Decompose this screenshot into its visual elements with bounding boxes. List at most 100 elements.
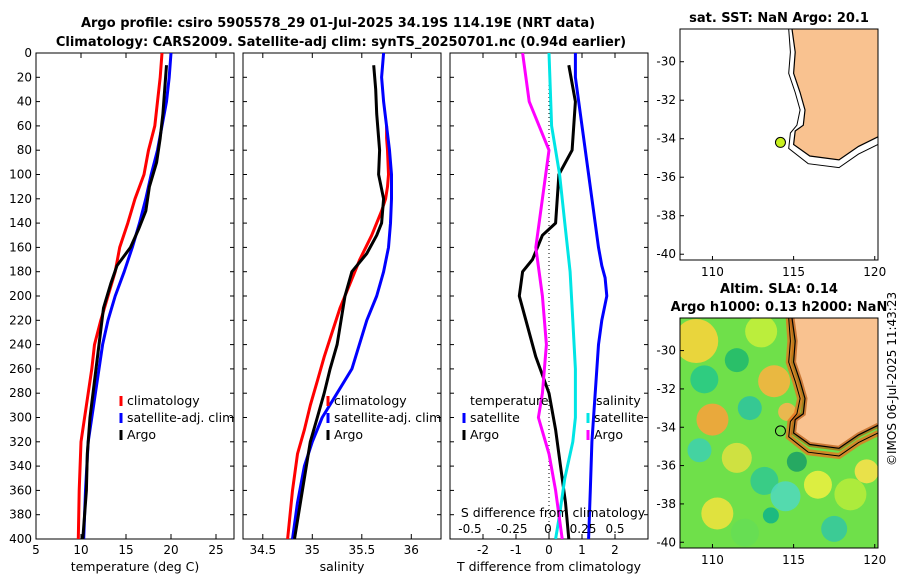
depth-tick-label: 0: [24, 46, 32, 60]
sst_map-xtick-label: 120: [863, 265, 886, 279]
salinity-xtick-label: 34.5: [249, 543, 276, 557]
depth-tick-label: 300: [9, 411, 32, 425]
temperature-series-group: [76, 53, 173, 539]
salinity-legend-label: climatology: [334, 393, 407, 408]
depth-tick-label: 180: [9, 265, 32, 279]
salinity-diff-axis-label: S difference from climatology: [461, 505, 646, 520]
difference-line-salinity-satellite: [547, 53, 577, 539]
sst_map-map-content: [788, 29, 878, 169]
sla-anomaly-blob: [762, 507, 779, 524]
sla-anomaly-blob: [821, 515, 848, 542]
sla-anomaly-blob: [687, 438, 712, 463]
difference-xtick-label: -2: [477, 543, 489, 557]
sla_map-map-content: [680, 318, 878, 548]
sla-anomaly-blob: [721, 442, 752, 473]
sla_map-xtick-label: 115: [782, 553, 805, 567]
sla-anomaly-blob: [680, 319, 719, 363]
salinity-diff-tick-label: -0.25: [496, 522, 527, 536]
sla-anomaly-blob: [696, 403, 729, 436]
depth-tick-label: 240: [9, 338, 32, 352]
salinity-diff-tick-label: -0.5: [458, 522, 481, 536]
depth-tick-label: 60: [17, 119, 32, 133]
sla-anomaly-blob: [690, 365, 719, 394]
difference-line-temperature-Argo: [517, 64, 577, 539]
salinity-xtick-label: 35: [305, 543, 320, 557]
sla-anomaly-blob: [834, 478, 867, 511]
temperature-legend-label: satellite-adj. clim: [127, 410, 234, 425]
isobath-line: [788, 29, 878, 169]
difference-panel: -2 -1 0 1 2 T difference from climatology S di…: [449, 52, 649, 574]
temperature-xtick-label: 25: [208, 543, 223, 557]
figure-title-line2: Climatology: CARS2009. Satellite-adj cli…: [56, 35, 626, 50]
sla_map-ytick-label: -38: [656, 497, 676, 511]
temperature-line-argo: [81, 65, 168, 539]
sla_map-ytick-label: -30: [656, 344, 676, 358]
difference-line-temperature-satellite: [573, 53, 609, 539]
depth-tick-label: 40: [17, 95, 32, 109]
coastline: [791, 29, 878, 161]
sla_map-xtick-label: 120: [863, 553, 886, 567]
difference-xtick-label: 2: [611, 543, 619, 557]
depth-tick-label: 360: [9, 483, 32, 497]
depth-tick-label: 100: [9, 168, 32, 182]
depth-tick-label: 400: [9, 532, 32, 546]
figure-title-line1: Argo profile: csiro 5905578_29 01-Jul-20…: [81, 16, 595, 31]
land-mass: [792, 29, 878, 160]
salinity-legend-label: Argo: [334, 427, 363, 442]
sla-map-panel: Altim. SLA: 0.14 Argo h1000: 0.13 h2000: …: [656, 282, 887, 567]
depth-tick-label: 160: [9, 240, 32, 254]
depth-tick-label: 200: [9, 289, 32, 303]
sla-anomaly-blob: [854, 459, 878, 484]
difference-xtick-label: 0: [545, 543, 553, 557]
salinity-legend-label: Argo: [594, 427, 623, 442]
land-mass: [792, 318, 878, 449]
depth-tick-label: 80: [17, 143, 32, 157]
difference-series-group: [517, 53, 609, 539]
depth-tick-label: 380: [9, 508, 32, 522]
difference-xtick-label: -1: [510, 543, 522, 557]
sst_map-ytick-label: -36: [656, 170, 676, 184]
temperature-legend-label: satellite: [470, 410, 520, 425]
temperature-legend-label: Argo: [127, 427, 156, 442]
isobath-line: [788, 318, 878, 457]
sla-anomaly-blob: [758, 365, 791, 398]
sst_map-frame: [679, 28, 879, 261]
difference-xlabel: T difference from climatology: [456, 559, 642, 574]
imos-watermark: ©IMOS 06-Jul-2025 11:43:23: [885, 292, 899, 466]
temperature-legend-title: temperature: [470, 393, 549, 408]
difference-xtick-label: 1: [578, 543, 586, 557]
depth-tick-label: 20: [17, 70, 32, 84]
sst_map-ytick-label: -38: [656, 209, 676, 223]
sst_map-title: sat. SST: NaN Argo: 20.1: [689, 11, 869, 26]
sst-map-panel: sat. SST: NaN Argo: 20.1 110 115 120 -30 -32 -…: [656, 11, 886, 279]
sla-anomaly-blob: [701, 497, 734, 530]
salinity-diff-tick-label: 0.25: [570, 522, 597, 536]
salinity-series-group: [286, 53, 393, 539]
sla-anomaly-blob: [786, 451, 807, 472]
temperature-xtick-label: 5: [32, 543, 40, 557]
salinity-diff-tick-label: 0: [544, 522, 552, 536]
salinity-panel: 34.5 35 35.5 36 salinity climatology satellite…: [242, 52, 442, 574]
sla-anomaly-blob: [730, 518, 759, 547]
temperature-panel: 5 10 15 20 25 0 20 40 60 80 100 120 140 160 180 200 220 2…: [9, 46, 235, 574]
sst_map-ytick-label: -34: [656, 132, 676, 146]
sst_map-xtick-label: 115: [782, 265, 805, 279]
sla_map-ytick-label: -32: [656, 382, 676, 396]
depth-tick-label: 280: [9, 386, 32, 400]
sla-anomaly-blob: [803, 470, 832, 499]
sst_map-ytick-label: -32: [656, 93, 676, 107]
argo-float-marker: [774, 425, 786, 437]
sla_map-title: Altim. SLA: 0.14: [720, 282, 838, 297]
temperature-xtick-label: 20: [163, 543, 178, 557]
salinity-diff-tick-label: 0.5: [605, 522, 624, 536]
temperature-xtick-label: 15: [118, 543, 133, 557]
temperature-xlabel: temperature (deg C): [71, 559, 200, 574]
sla_map-ytick-label: -36: [656, 459, 676, 473]
difference-line-salinity-Argo: [521, 53, 564, 539]
temperature-xtick-label: 10: [73, 543, 88, 557]
salinity-line-argo: [293, 65, 386, 539]
sst_map-xtick-label: 110: [701, 265, 724, 279]
salinity-xtick-label: 36: [404, 543, 419, 557]
salinity-legend-label: satellite: [594, 410, 644, 425]
